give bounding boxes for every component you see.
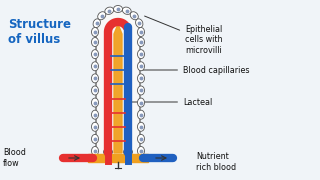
Polygon shape: [96, 10, 140, 155]
Ellipse shape: [114, 6, 123, 12]
Text: Nutrient
rich blood: Nutrient rich blood: [196, 152, 236, 172]
Ellipse shape: [138, 62, 145, 71]
Ellipse shape: [124, 148, 132, 156]
Ellipse shape: [105, 7, 114, 14]
Ellipse shape: [138, 28, 145, 37]
Polygon shape: [88, 154, 148, 162]
Ellipse shape: [92, 74, 99, 83]
Ellipse shape: [92, 98, 99, 107]
Ellipse shape: [138, 98, 145, 107]
Text: Lacteal: Lacteal: [129, 98, 212, 107]
Ellipse shape: [93, 19, 100, 28]
Ellipse shape: [103, 148, 113, 156]
Ellipse shape: [136, 19, 143, 28]
Ellipse shape: [138, 147, 145, 156]
Ellipse shape: [138, 50, 145, 59]
Text: Structure
of villus: Structure of villus: [8, 18, 71, 46]
Ellipse shape: [98, 12, 106, 20]
Ellipse shape: [130, 12, 138, 20]
Text: Blood capillaries: Blood capillaries: [141, 66, 250, 75]
Ellipse shape: [92, 122, 99, 131]
Ellipse shape: [138, 122, 145, 131]
Text: Blood
flow: Blood flow: [3, 148, 26, 168]
Ellipse shape: [138, 38, 145, 47]
Ellipse shape: [92, 110, 99, 119]
Ellipse shape: [123, 7, 131, 14]
Ellipse shape: [138, 86, 145, 95]
Ellipse shape: [92, 134, 99, 143]
Polygon shape: [114, 24, 122, 153]
Ellipse shape: [92, 86, 99, 95]
Ellipse shape: [92, 50, 99, 59]
Ellipse shape: [92, 62, 99, 71]
Ellipse shape: [92, 28, 99, 37]
Ellipse shape: [138, 110, 145, 119]
Ellipse shape: [92, 38, 99, 47]
Ellipse shape: [138, 134, 145, 143]
Text: Epithelial
cells with
microvilli: Epithelial cells with microvilli: [145, 16, 222, 55]
Ellipse shape: [138, 74, 145, 83]
Ellipse shape: [92, 147, 99, 156]
